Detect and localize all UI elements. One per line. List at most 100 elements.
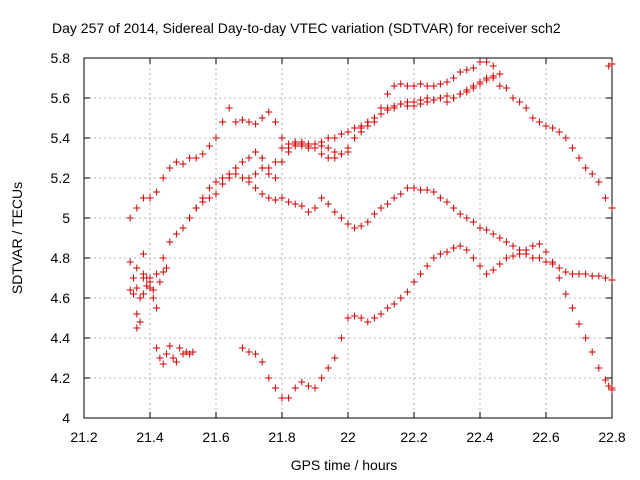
data-point [199, 150, 207, 158]
data-point [595, 272, 603, 280]
data-point [469, 254, 477, 262]
data-point [139, 194, 147, 202]
data-point [298, 138, 306, 146]
x-tick-label: 21.4 [136, 429, 163, 445]
data-point [186, 154, 194, 162]
data-point [377, 310, 385, 318]
data-point [476, 58, 484, 66]
data-point [212, 178, 220, 186]
data-point [403, 98, 411, 106]
data-point [133, 204, 141, 212]
data-point [509, 252, 517, 260]
data-point [535, 254, 543, 262]
data-point [225, 104, 233, 112]
data-point [311, 384, 319, 392]
data-point [483, 270, 491, 278]
data-point [344, 144, 352, 152]
data-point [291, 142, 299, 150]
data-point [311, 204, 319, 212]
data-point [153, 344, 161, 352]
data-point [601, 376, 609, 384]
data-point [476, 80, 484, 88]
data-point [252, 170, 260, 178]
data-point [219, 180, 227, 188]
data-point [568, 270, 576, 278]
data-point [146, 284, 154, 292]
data-point [318, 138, 326, 146]
y-axis-tick-labels: 4 4.2 4.4 4.6 4.8 5 5.2 5.4 5.6 5.8 [51, 50, 71, 426]
data-point [189, 348, 197, 356]
y-tick-label: 4.6 [51, 290, 71, 306]
data-point [351, 224, 359, 232]
data-point [502, 238, 510, 246]
data-point [265, 194, 273, 202]
x-axis-tick-labels: 21.2 21.4 21.6 21.8 22 22.2 22.4 22.6 22.8 [70, 429, 625, 445]
data-point [542, 248, 550, 256]
data-point [370, 118, 378, 126]
series-early-scatter [126, 250, 197, 368]
data-point [450, 94, 458, 102]
data-point [205, 194, 213, 202]
data-point [318, 374, 326, 382]
grid-lines [84, 58, 612, 418]
data-point [496, 82, 504, 90]
data-point [126, 214, 134, 222]
data-point [126, 286, 134, 294]
x-tick-label: 22.4 [466, 429, 493, 445]
data-point [133, 324, 141, 332]
data-point [245, 154, 253, 162]
data-point [192, 154, 200, 162]
data-point [562, 268, 570, 276]
data-point [136, 318, 144, 326]
y-tick-label: 4 [62, 410, 70, 426]
data-point [430, 188, 438, 196]
data-point [199, 198, 207, 206]
data-point [390, 194, 398, 202]
data-point [568, 144, 576, 152]
data-point [126, 258, 134, 266]
y-tick-label: 4.4 [51, 330, 71, 346]
data-point [403, 184, 411, 192]
data-point [390, 82, 398, 90]
data-point [252, 184, 260, 192]
data-point [562, 134, 570, 142]
data-point [136, 294, 144, 302]
data-point [278, 158, 286, 166]
data-point [153, 270, 161, 278]
data-point [271, 174, 279, 182]
data-point [149, 294, 157, 302]
data-point [166, 238, 174, 246]
data-point [601, 194, 609, 202]
data-point [608, 204, 616, 212]
data-point [324, 134, 332, 142]
data-point [443, 98, 451, 106]
data-point [172, 158, 180, 166]
data-point [219, 118, 227, 126]
data-point [535, 240, 543, 248]
data-point [417, 80, 425, 88]
data-point [351, 124, 359, 132]
data-point [331, 208, 339, 216]
data-point [377, 104, 385, 112]
data-point [555, 264, 563, 272]
data-point [502, 84, 510, 92]
data-point [483, 58, 491, 66]
data-point [357, 222, 365, 230]
data-point [529, 114, 537, 122]
data-point [153, 304, 161, 312]
data-point [436, 94, 444, 102]
series-track-middle [245, 174, 616, 284]
data-point [212, 134, 220, 142]
data-point [430, 96, 438, 104]
data-point [496, 70, 504, 78]
data-point [608, 386, 616, 394]
data-point [271, 196, 279, 204]
data-point [595, 178, 603, 186]
data-point [555, 274, 563, 282]
data-point [252, 148, 260, 156]
data-point [403, 288, 411, 296]
data-point [225, 174, 233, 182]
data-point [232, 118, 240, 126]
data-point [357, 122, 365, 130]
data-point [298, 202, 306, 210]
